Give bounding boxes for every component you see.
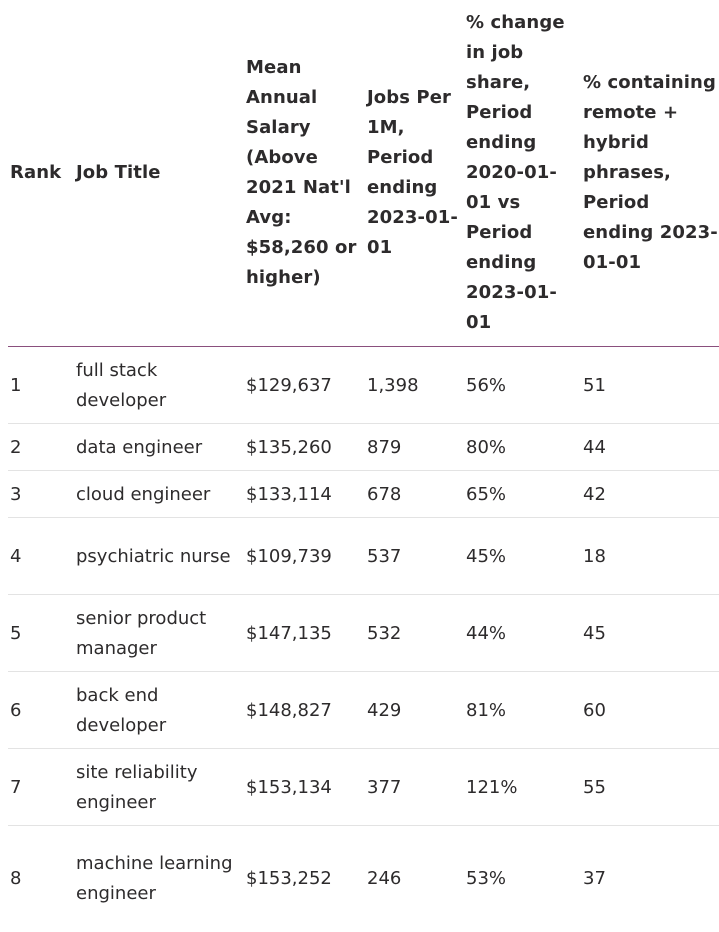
salary-cell: $148,827: [244, 671, 365, 749]
jobs-cell: 429: [365, 671, 464, 749]
table-row: 2 data engineer $135,260 879 80% 44: [8, 423, 719, 471]
table-row: 1 full stack developer $129,637 1,398 56…: [8, 346, 719, 424]
header-mean-salary: Mean Annual Salary (Above 2021 Nat'l Avg…: [244, 0, 365, 347]
jobs-cell: 377: [365, 748, 464, 826]
salary-cell: $135,260: [244, 423, 365, 471]
salary-cell: $153,134: [244, 748, 365, 826]
remote-cell: 55: [581, 748, 719, 826]
remote-cell: 37: [583, 868, 606, 890]
change-cell: 121%: [464, 748, 581, 826]
rank-cell: 2: [8, 423, 74, 471]
change-cell: 56%: [464, 346, 581, 424]
table-row: 5 senior product manager $147,135 532 44…: [8, 594, 719, 672]
header-pct-change: % change in job share, Period ending 202…: [464, 0, 581, 347]
header-rank: Rank: [8, 0, 74, 347]
table-row: 6 back end developer $148,827 429 81% 60: [8, 671, 719, 749]
salary-cell: $109,739: [244, 517, 365, 595]
table-row: 3 cloud engineer $133,114 678 65% 42: [8, 470, 719, 518]
rank-cell: 4: [8, 517, 74, 595]
remote-cell: 45: [581, 594, 719, 672]
table-body: 1 full stack developer $129,637 1,398 56…: [8, 346, 719, 932]
rank-cell: 5: [8, 594, 74, 672]
job-title-cell: senior product manager: [74, 594, 244, 672]
table-row: 8 machine learning engineer $153,252 246…: [8, 826, 719, 932]
jobs-cell: 537: [365, 517, 464, 595]
job-title-cell: site reliability engineer: [74, 748, 244, 826]
salary-cell: $153,252: [246, 868, 332, 890]
job-title-cell: back end developer: [74, 671, 244, 749]
rank-cell: 8: [10, 868, 22, 890]
header-row: Rank Job Title Mean Annual Salary (Above…: [8, 0, 719, 347]
job-title-cell: data engineer: [74, 423, 244, 471]
remote-cell: 42: [581, 470, 719, 518]
table-row: 7 site reliability engineer $153,134 377…: [8, 748, 719, 826]
salary-cell: $133,114: [244, 470, 365, 518]
change-cell: 44%: [464, 594, 581, 672]
jobs-cell: 678: [365, 470, 464, 518]
salary-cell: $147,135: [244, 594, 365, 672]
jobs-cell: 1,398: [365, 346, 464, 424]
rank-cell: 6: [8, 671, 74, 749]
job-title-cell: machine learning engineer: [76, 853, 233, 905]
jobs-cell: 532: [365, 594, 464, 672]
change-cell: 65%: [464, 470, 581, 518]
change-cell: 53%: [466, 868, 507, 890]
jobs-cell: 879: [365, 423, 464, 471]
header-job-title: Job Title: [74, 0, 244, 347]
remote-cell: 44: [581, 423, 719, 471]
job-title-cell: full stack developer: [74, 346, 244, 424]
job-title-cell: psychiatric nurse: [74, 517, 244, 595]
table-row: 4 psychiatric nurse $109,739 537 45% 18: [8, 517, 719, 595]
job-title-cell: cloud engineer: [74, 470, 244, 518]
rank-cell: 1: [8, 346, 74, 424]
jobs-table: Rank Job Title Mean Annual Salary (Above…: [8, 0, 719, 932]
change-cell: 80%: [464, 423, 581, 471]
rank-cell: 3: [8, 470, 74, 518]
header-jobs-per-1m: Jobs Per 1M, Period ending 2023-01-01: [365, 0, 464, 347]
change-cell: 81%: [464, 671, 581, 749]
table-header: Rank Job Title Mean Annual Salary (Above…: [8, 0, 719, 347]
header-pct-remote: % containing remote + hybrid phrases, Pe…: [581, 0, 719, 347]
remote-cell: 51: [581, 346, 719, 424]
remote-cell: 18: [581, 517, 719, 595]
jobs-cell: 246: [367, 868, 402, 890]
rank-cell: 7: [8, 748, 74, 826]
remote-cell: 60: [581, 671, 719, 749]
change-cell: 45%: [464, 517, 581, 595]
salary-cell: $129,637: [244, 346, 365, 424]
